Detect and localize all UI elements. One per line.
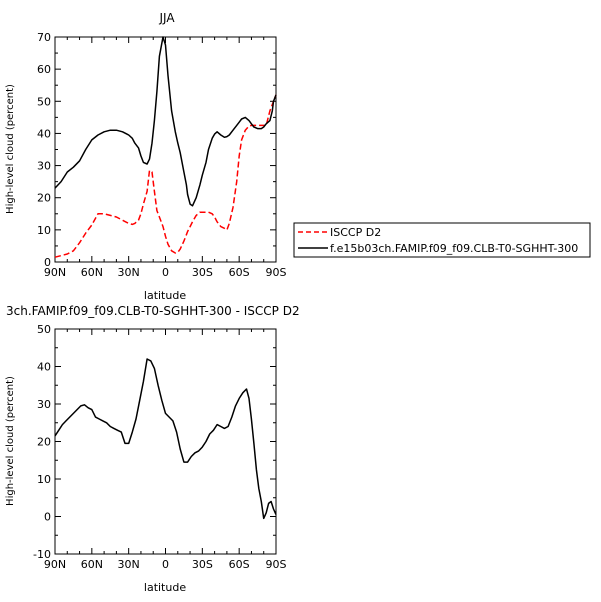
- top-series-line-0: [54, 94, 277, 258]
- top-series-line-1: [54, 36, 277, 207]
- bottom-ytick-label: 50: [37, 323, 51, 336]
- top-y-axis-label: High-level cloud (percent): [5, 84, 16, 214]
- top-ytick-label: 20: [37, 192, 51, 205]
- top-ytick-label: 50: [37, 95, 51, 108]
- bottom-xtick-label: 60N: [81, 558, 103, 571]
- bottom-xtick-label: 90N: [44, 558, 66, 571]
- bottom-ytick-label: 20: [37, 436, 51, 449]
- top-xtick-label: 30S: [192, 266, 213, 279]
- bottom-ytick-label: 0: [44, 511, 51, 524]
- top-x-axis-label: latitude: [144, 289, 186, 302]
- bottom-xtick-label: 90S: [266, 558, 287, 571]
- bottom-frame: [54, 328, 277, 555]
- top-xtick-label: 0: [162, 266, 169, 279]
- top-frame: [54, 36, 277, 263]
- top-chart: JJA 0 10 20 30 40 50 60 70 90N 60N 30N 0 30S 60S 90S H…: [5, 11, 287, 302]
- bottom-xtick-label: 0: [162, 558, 169, 571]
- top-ytick-label: 10: [37, 224, 51, 237]
- top-xtick-label: 90N: [44, 266, 66, 279]
- bottom-ytick-label: -10: [33, 548, 51, 561]
- bottom-chart: 3ch.FAMIP.f09_f09.CLB-T0-SGHHT-300 - ISC…: [5, 304, 300, 594]
- top-xtick-label: 90S: [266, 266, 287, 279]
- legend-entry-isccp: ISCCP D2: [330, 226, 381, 239]
- bottom-plot-area: -10 0 10 20 30 40 50 90N 60N 30N 0 30S 60S 90S: [33, 323, 286, 571]
- top-ytick-label: 0: [44, 256, 51, 269]
- top-ytick-label: 70: [37, 31, 51, 44]
- legend: ISCCP D2 f.e15b03ch.FAMIP.f09_f09.CLB-T0…: [293, 222, 591, 258]
- bottom-xtick-label: 30S: [192, 558, 213, 571]
- top-ytick-label: 30: [37, 160, 51, 173]
- bottom-y-axis-label: High-level cloud (percent): [5, 376, 16, 506]
- bottom-xtick-label: 30N: [118, 558, 140, 571]
- top-ytick-label: 40: [37, 127, 51, 140]
- top-xtick-label: 60S: [229, 266, 250, 279]
- legend-entry-model: f.e15b03ch.FAMIP.f09_f09.CLB-T0-SGHHT-30…: [330, 242, 578, 255]
- legend-box: [293, 222, 591, 258]
- top-ytick-label: 60: [37, 63, 51, 76]
- bottom-ytick-label: 40: [37, 361, 51, 374]
- bottom-x-axis-label: latitude: [144, 581, 186, 594]
- bottom-ytick-label: 10: [37, 473, 51, 486]
- top-chart-title: JJA: [158, 11, 175, 25]
- top-xtick-label: 30N: [118, 266, 140, 279]
- bottom-series-line-0: [54, 358, 277, 520]
- bottom-xtick-label: 60S: [229, 558, 250, 571]
- bottom-ytick-label: 30: [37, 398, 51, 411]
- top-plot-area: 0 10 20 30 40 50 60 70 90N 60N 30N 0 30S 60S 90S: [37, 31, 287, 279]
- top-xtick-label: 60N: [81, 266, 103, 279]
- bottom-chart-title: 3ch.FAMIP.f09_f09.CLB-T0-SGHHT-300 - ISC…: [6, 304, 300, 318]
